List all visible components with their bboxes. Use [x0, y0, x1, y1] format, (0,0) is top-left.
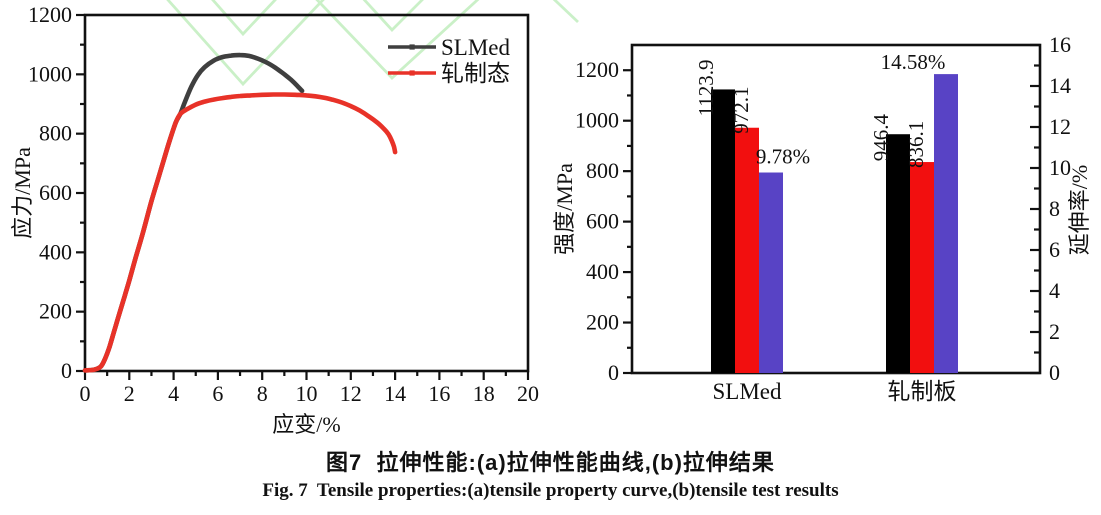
- right-tick-label: 10: [1049, 155, 1071, 180]
- bar-value-label: 9.78%: [756, 145, 810, 169]
- bar-red-rolled-plate: [910, 162, 934, 373]
- legend-marker-square: [409, 44, 415, 50]
- x-tick-label: 0: [80, 381, 91, 406]
- right-tick-label: 16: [1049, 32, 1071, 57]
- x-axis-label: 应变/%: [272, 412, 340, 437]
- figure-panels: 0 2 4 6 8 10 12 14 16 18 20020040060080010001200应变…: [10, 0, 1092, 437]
- bar-value-label: 972.1: [729, 86, 753, 133]
- right-tick-label: 12: [1049, 114, 1071, 139]
- bar-value-label: 14.58%: [881, 50, 946, 74]
- left-tick-label: 0: [608, 360, 619, 385]
- y-tick-label: 0: [61, 358, 72, 383]
- right-tick-label: 14: [1049, 73, 1071, 98]
- x-tick-label: 2: [124, 381, 135, 406]
- bar-value-label: 1123.9: [694, 59, 718, 116]
- y-axis-label: 应力/MPa: [10, 147, 35, 239]
- x-tick-label: 8: [257, 381, 268, 406]
- panel-b-bar-chart: 0 200 400 600 800 1000 1200 0 2 4 6 8 10 12 14 16 强度/MPa…: [552, 32, 1092, 404]
- y-tick-label: 1000: [28, 61, 72, 86]
- x-tick-label: 12: [340, 381, 362, 406]
- bar-value-label: 946.4: [869, 113, 893, 161]
- legend-item: SLMed: [388, 35, 511, 60]
- y-tick-label: 600: [39, 180, 72, 205]
- axis-ticks-b: [623, 43, 1040, 375]
- caption-english: Fig. 7 Tensile properties:(a)tensile pro…: [262, 480, 839, 501]
- x-tick-label: 20: [517, 381, 539, 406]
- watermark-line: [211, 0, 277, 37]
- category-label-slmed: SLMed: [713, 379, 783, 404]
- right-tick-label: 6: [1049, 237, 1060, 262]
- legend-label: 轧制态: [441, 61, 510, 86]
- x-tick-label: 4: [168, 381, 179, 406]
- left-tick-label: 600: [586, 209, 619, 234]
- watermark-line: [362, 0, 424, 33]
- y-tick-label: 200: [39, 299, 72, 324]
- left-tick-label: 400: [586, 259, 619, 284]
- watermark-line: [552, 0, 579, 24]
- panel-a-stress-strain-chart: 0 2 4 6 8 10 12 14 16 18 20020040060080010001200应变…: [10, 0, 579, 437]
- watermark-line: [166, 0, 325, 87]
- right-tick-label: 8: [1049, 196, 1060, 221]
- bar-black-slmed: [711, 89, 735, 373]
- right-tick-label: 0: [1049, 360, 1060, 385]
- left-axis-label: 强度/MPa: [552, 163, 577, 255]
- right-tick-label: 2: [1049, 319, 1060, 344]
- bar-black-rolled-plate: [886, 134, 910, 373]
- left-tick-label: 1000: [575, 108, 619, 133]
- bar-value-label: 836.1: [904, 121, 928, 168]
- x-tick-label: 18: [473, 381, 495, 406]
- caption-chinese: 图7 拉伸性能:(a)拉伸性能曲线,(b)拉伸结果: [326, 450, 775, 475]
- left-tick-label: 1200: [575, 57, 619, 82]
- y-tick-label: 1200: [28, 2, 72, 27]
- watermark-chevrons: [166, 0, 579, 87]
- x-tick-label: 6: [212, 381, 223, 406]
- x-tick-label: 10: [296, 381, 318, 406]
- left-tick-label: 200: [586, 310, 619, 335]
- x-tick-label: 16: [428, 381, 450, 406]
- bar-purple-rolled-plate: [934, 74, 958, 374]
- bar-purple-slmed: [759, 172, 783, 373]
- legend-item: 轧制态: [388, 61, 510, 86]
- left-tick-label: 800: [586, 158, 619, 183]
- x-tick-label: 14: [384, 381, 406, 406]
- bar-red-slmed: [735, 127, 759, 373]
- right-axis-label: 延伸率/%: [1067, 165, 1092, 255]
- y-tick-label: 800: [39, 121, 72, 146]
- curve-rolled: [82, 92, 398, 373]
- legend-label: SLMed: [441, 35, 511, 60]
- y-tick-label: 400: [39, 239, 72, 264]
- category-label-rolled-plate: 轧制板: [888, 379, 957, 404]
- axis-ticks-a: [76, 13, 530, 380]
- right-tick-label: 4: [1049, 278, 1060, 303]
- legend-marker-square: [409, 70, 415, 76]
